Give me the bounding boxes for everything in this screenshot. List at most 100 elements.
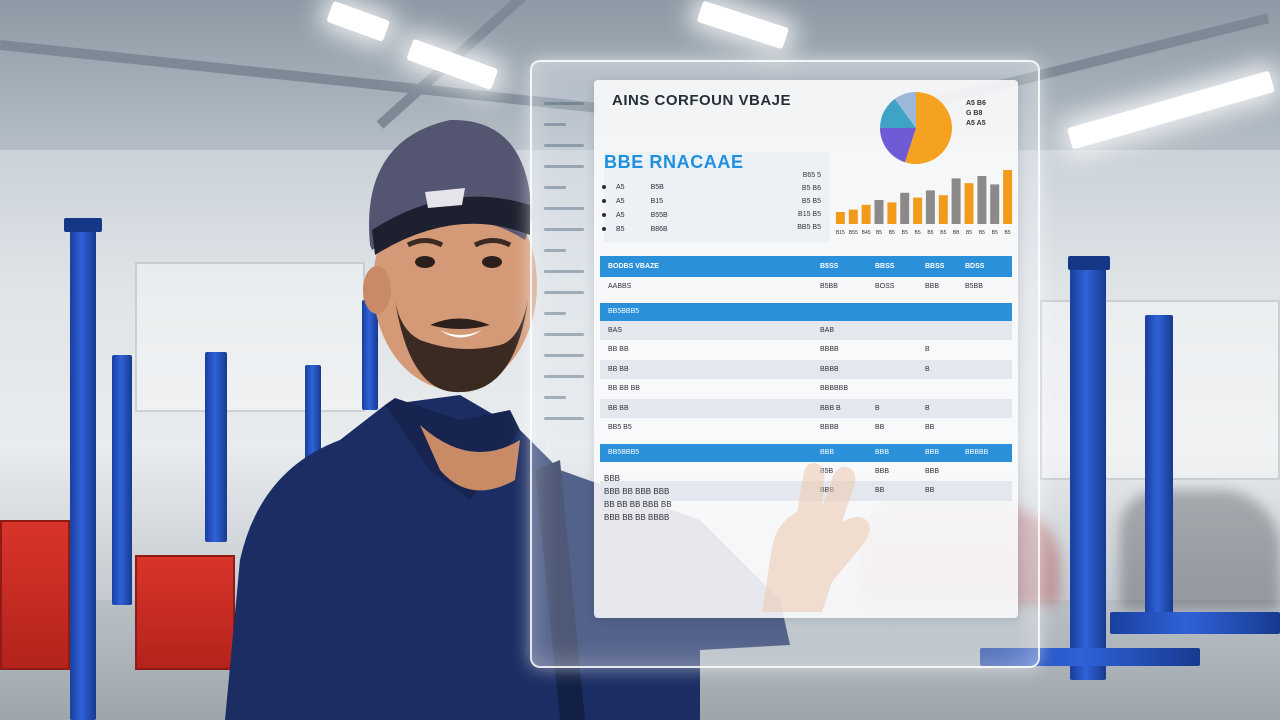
- chart-bar: [1003, 170, 1013, 224]
- section-title: BBE RNACAAE: [604, 152, 744, 172]
- lift-post: [362, 300, 378, 410]
- column-header: BBSS: [925, 263, 945, 270]
- lift-post: [70, 222, 96, 720]
- chart-tick-label: B5: [902, 230, 908, 236]
- chart-side-label: B5 B5: [801, 198, 821, 205]
- chart-bar: [835, 212, 845, 224]
- chart-bar: [990, 184, 1000, 224]
- column-header: B5SS: [820, 263, 839, 270]
- table-section-row: BB5BBB5 BBB BBB BBB BBBBB: [600, 443, 1012, 462]
- report-title: AINS CORFOUN VBAJE: [612, 92, 792, 109]
- chart-tick-label: B5: [927, 230, 933, 236]
- column-header: BBSS: [875, 263, 895, 270]
- chart-tick-label: B5: [992, 230, 998, 236]
- table-row: BB BB BB BBBBBB: [600, 379, 1012, 399]
- note-line: BBB BB BB BBBB: [604, 513, 670, 522]
- table-cell: BBBBB: [965, 449, 989, 456]
- chart-bar: [848, 209, 858, 224]
- note-line: BBB BB BBB BBB: [604, 487, 670, 496]
- table-cell: BB: [925, 424, 935, 432]
- lift-post: [1070, 260, 1106, 680]
- info-row: A5 B15: [602, 194, 752, 208]
- table-row: AABBS B5BB BOSS BBB B5BB: [600, 277, 1012, 297]
- info-row: B5 B86B: [602, 222, 752, 236]
- table-section-row: BB5BBB5: [600, 302, 1012, 321]
- table-cell: BB5 B5: [608, 424, 632, 432]
- column-header: BODBS VBAZE: [608, 263, 659, 270]
- table-cell: BBB B: [820, 404, 841, 412]
- chart-tick-label: B5: [1005, 230, 1011, 236]
- pie-legend: A5 B6 G B8 A5 A5: [966, 100, 986, 130]
- table-row: BB BB BBBB B: [600, 359, 1012, 379]
- table-cell: B: [875, 404, 880, 412]
- table-header: BODBS VBAZE B5SS BBSS BBSS BDSS: [600, 256, 1012, 277]
- table-cell: BBBB: [820, 346, 839, 354]
- pie-legend-item: A5 A5: [966, 120, 986, 127]
- table-cell: B: [925, 346, 930, 354]
- table-row: BB BB BBBB B: [600, 340, 1012, 360]
- tool-cabinet: [0, 520, 70, 670]
- table-cell: BOSS: [875, 283, 895, 291]
- pie-chart: [880, 92, 952, 164]
- table-row: BB5 B5 BBBB BB BB: [600, 418, 1012, 438]
- table-cell: BB: [875, 487, 885, 495]
- chart-tick-label: B5: [966, 230, 972, 236]
- table-cell: BB: [925, 487, 935, 495]
- table-cell: BAB: [820, 326, 835, 334]
- table-cell: BAS: [608, 326, 623, 334]
- chart-side-label: B5 B6: [801, 185, 821, 192]
- lift-post: [1145, 315, 1173, 625]
- table-cell: BBB: [925, 467, 940, 475]
- chart-tick-label: B45: [862, 230, 871, 236]
- lift-arm: [1110, 612, 1280, 634]
- chart-bar: [951, 178, 961, 224]
- chart-bar: [874, 200, 884, 224]
- table-cell: B5BB: [965, 283, 983, 291]
- pie-legend-item: A5 B6: [966, 100, 986, 107]
- summary-box: [604, 152, 830, 242]
- bar-chart: B15 B55 B45 B5 B5 B5 B5 B5 B5 BB B5 B5 B5 B5: [835, 170, 1013, 236]
- chart-bar: [913, 197, 923, 224]
- table-cell: BBB: [925, 283, 940, 291]
- table-cell: BB BB: [608, 365, 629, 373]
- table-cell: BB5BBB5: [608, 308, 640, 315]
- info-row: A5 B55B: [602, 208, 752, 222]
- chart-bar: [887, 202, 897, 224]
- table-cell: BB: [875, 424, 885, 432]
- report-table: BODBS VBAZE B5SS BBSS BBSS BDSS AABBS B5B…: [600, 256, 1012, 501]
- table-cell: BBB: [875, 449, 890, 456]
- chart-bar: [964, 183, 974, 224]
- table-cell: BB BB: [608, 404, 629, 412]
- table-cell: BBBB: [820, 365, 839, 373]
- chart-bar: [938, 195, 948, 224]
- pie-slice: [904, 92, 952, 164]
- table-cell: B5BB: [820, 283, 838, 291]
- wall-panel: [135, 262, 365, 412]
- pie-slice: [880, 128, 916, 163]
- table-cell: BBB: [820, 487, 835, 495]
- chart-bar: [925, 190, 935, 224]
- panel-side-marks: [544, 102, 584, 438]
- chart-side-label: BB5 B5: [797, 224, 821, 231]
- chart-tick-label: B5: [876, 230, 882, 236]
- lift-post-cap: [64, 218, 102, 232]
- lift-post-cap: [1068, 256, 1110, 270]
- lift-post: [305, 365, 321, 515]
- chart-tick-label: B5: [979, 230, 985, 236]
- chart-side-label: B15 B5: [798, 211, 821, 218]
- table-cell: BBB: [820, 449, 835, 456]
- chart-tick-label: B5: [915, 230, 921, 236]
- lift-post: [112, 355, 132, 605]
- table-cell: BB BB: [608, 346, 629, 354]
- table-cell: AABBS: [608, 283, 632, 291]
- chart-tick-label: B15: [836, 230, 845, 236]
- pie-legend-item: G B8: [966, 110, 983, 117]
- table-row: BAS BAB: [600, 320, 1012, 340]
- table-cell: BB BB BB: [608, 385, 640, 393]
- lift-post: [205, 352, 227, 542]
- report-document: AINS CORFOUN VBAJE A5 B6 G B8 A5 A5 BBE …: [594, 80, 1018, 618]
- table-cell: B: [925, 365, 930, 373]
- chart-bar: [900, 192, 910, 224]
- info-row: A5 B5B: [602, 180, 752, 194]
- chart-tick-label: B55: [849, 230, 858, 236]
